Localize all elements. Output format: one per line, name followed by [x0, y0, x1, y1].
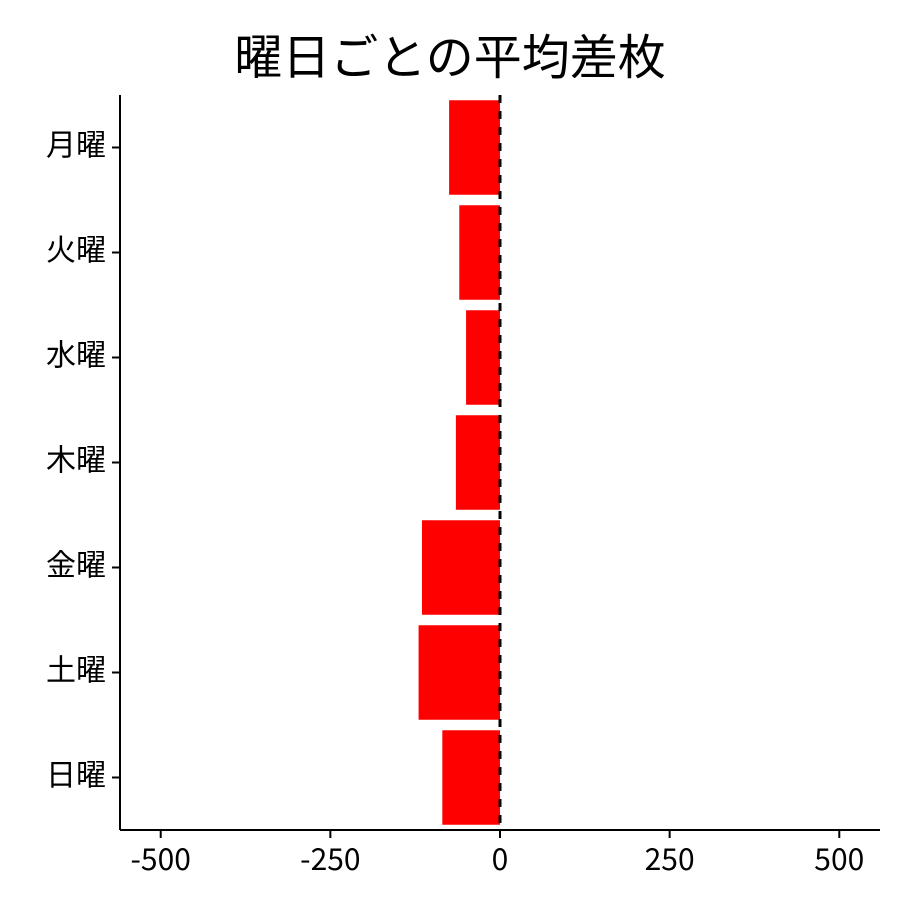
bar [419, 625, 500, 720]
x-tick-label: 0 [492, 835, 509, 879]
bar [422, 520, 500, 615]
bar [459, 205, 500, 300]
y-tick-label: 土曜 [46, 646, 106, 690]
y-tick-label: 水曜 [46, 331, 106, 375]
y-tick-label: 金曜 [46, 541, 106, 585]
bar [466, 310, 500, 405]
x-tick-label: 250 [645, 835, 695, 879]
bar [442, 730, 500, 825]
x-tick-label: -500 [131, 835, 191, 879]
bar [456, 415, 500, 510]
y-tick-label: 火曜 [46, 226, 106, 270]
x-tick-label: -250 [300, 835, 360, 879]
x-tick-label: 500 [814, 835, 864, 879]
chart-svg: 月曜火曜水曜木曜金曜土曜日曜 -500 -250 0 250 500 [0, 0, 900, 900]
bar [449, 100, 500, 195]
y-tick-label: 木曜 [46, 436, 106, 480]
y-tick-label: 月曜 [46, 121, 106, 165]
y-tick-label: 日曜 [46, 751, 106, 795]
chart-container: 曜日ごとの平均差枚 月曜火曜水曜木曜金曜土曜日曜-500-2500250500 [0, 0, 900, 900]
